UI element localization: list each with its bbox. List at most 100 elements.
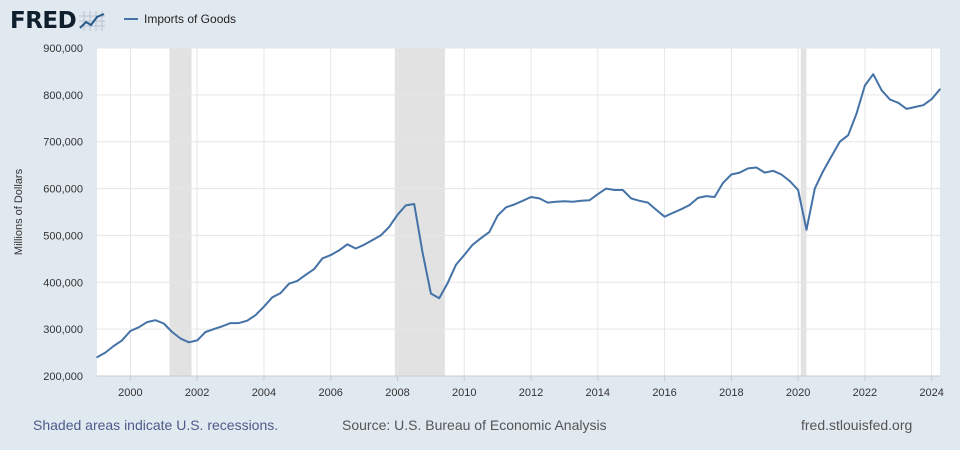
data-point xyxy=(288,282,290,285)
data-point xyxy=(179,337,182,340)
source-note: Source: U.S. Bureau of Economic Analysis xyxy=(342,417,607,433)
data-point xyxy=(171,331,173,333)
data-point xyxy=(396,214,399,216)
data-point xyxy=(430,292,432,295)
data-point xyxy=(780,173,783,176)
legend-label: Imports of Goods xyxy=(144,12,237,26)
data-point xyxy=(371,239,374,241)
data-point xyxy=(788,180,791,182)
x-tick-label: 2002 xyxy=(185,387,209,399)
x-tick-label: 2000 xyxy=(118,387,142,399)
y-tick-label: 300,000 xyxy=(43,324,83,336)
data-point xyxy=(546,201,549,204)
data-point xyxy=(530,196,532,198)
x-tick-label: 2008 xyxy=(385,387,409,399)
data-point xyxy=(538,197,541,200)
data-point xyxy=(446,282,449,285)
data-point xyxy=(304,273,307,276)
data-point xyxy=(730,173,733,176)
data-point xyxy=(471,244,474,246)
data-point xyxy=(880,89,883,91)
data-point xyxy=(622,189,624,191)
line-graph-icon xyxy=(79,11,106,31)
data-point xyxy=(872,73,875,76)
data-point xyxy=(889,98,891,101)
data-point xyxy=(338,249,340,252)
data-point xyxy=(263,305,265,308)
data-point xyxy=(647,201,649,204)
y-tick-label: 700,000 xyxy=(43,137,83,149)
data-point xyxy=(580,199,582,202)
x-tick-label: 2016 xyxy=(652,387,676,399)
data-point xyxy=(855,112,858,115)
data-point xyxy=(137,326,140,329)
data-point xyxy=(104,351,107,354)
data-point xyxy=(188,341,190,344)
data-point xyxy=(455,264,457,266)
data-point xyxy=(897,102,900,104)
x-tick-label: 2022 xyxy=(853,387,877,399)
data-point xyxy=(363,244,365,246)
data-point xyxy=(354,247,357,250)
site-link[interactable]: fred.stlouisfed.org xyxy=(801,417,913,433)
data-point xyxy=(521,199,524,202)
data-point xyxy=(663,215,666,218)
data-point xyxy=(213,328,215,330)
y-axis-label: Millions of Dollars xyxy=(13,168,25,255)
data-point xyxy=(555,200,557,203)
data-point xyxy=(738,171,741,174)
data-point xyxy=(763,171,766,174)
chart-legend: Imports of Goods xyxy=(124,12,236,26)
data-point xyxy=(755,166,758,169)
data-point xyxy=(96,356,98,359)
data-point xyxy=(930,98,933,100)
data-point xyxy=(329,254,332,256)
data-point xyxy=(814,187,816,190)
data-point xyxy=(571,200,574,203)
data-point xyxy=(655,208,658,211)
x-tick-label: 2014 xyxy=(586,387,610,399)
data-point xyxy=(630,197,632,200)
data-point xyxy=(405,204,407,207)
data-point xyxy=(121,339,123,342)
data-point xyxy=(162,322,165,325)
data-point xyxy=(705,195,708,197)
x-tick-label: 2010 xyxy=(452,387,476,399)
fred-logo[interactable]: FRED xyxy=(10,8,106,34)
data-point xyxy=(254,314,257,316)
data-point xyxy=(830,155,833,158)
data-point xyxy=(697,197,699,199)
plot-area xyxy=(97,48,940,376)
data-point xyxy=(563,200,566,203)
data-point xyxy=(488,231,491,233)
series-line xyxy=(96,73,941,359)
data-point xyxy=(129,330,132,332)
data-point xyxy=(388,226,390,228)
recession-band xyxy=(394,48,445,376)
data-point xyxy=(238,322,240,324)
data-point xyxy=(747,167,749,170)
data-point xyxy=(914,106,916,108)
data-point xyxy=(438,297,441,300)
data-point xyxy=(505,206,507,209)
data-point xyxy=(196,339,198,342)
data-point xyxy=(496,214,499,217)
data-point xyxy=(313,268,315,270)
data-point xyxy=(847,134,849,136)
data-point xyxy=(413,203,415,205)
data-point xyxy=(379,234,382,237)
y-tick-label: 200,000 xyxy=(43,371,83,383)
data-point xyxy=(279,292,282,294)
legend-swatch xyxy=(124,18,138,20)
data-point xyxy=(229,322,232,324)
x-tick-label: 2024 xyxy=(919,387,943,399)
data-point xyxy=(922,104,925,106)
data-point xyxy=(864,84,866,87)
data-point xyxy=(797,189,799,191)
data-point xyxy=(822,170,824,173)
logo-text: FRED xyxy=(10,8,77,34)
recession-note: Shaded areas indicate U.S. recessions. xyxy=(33,417,279,433)
data-point xyxy=(688,204,691,206)
data-point xyxy=(421,251,424,254)
